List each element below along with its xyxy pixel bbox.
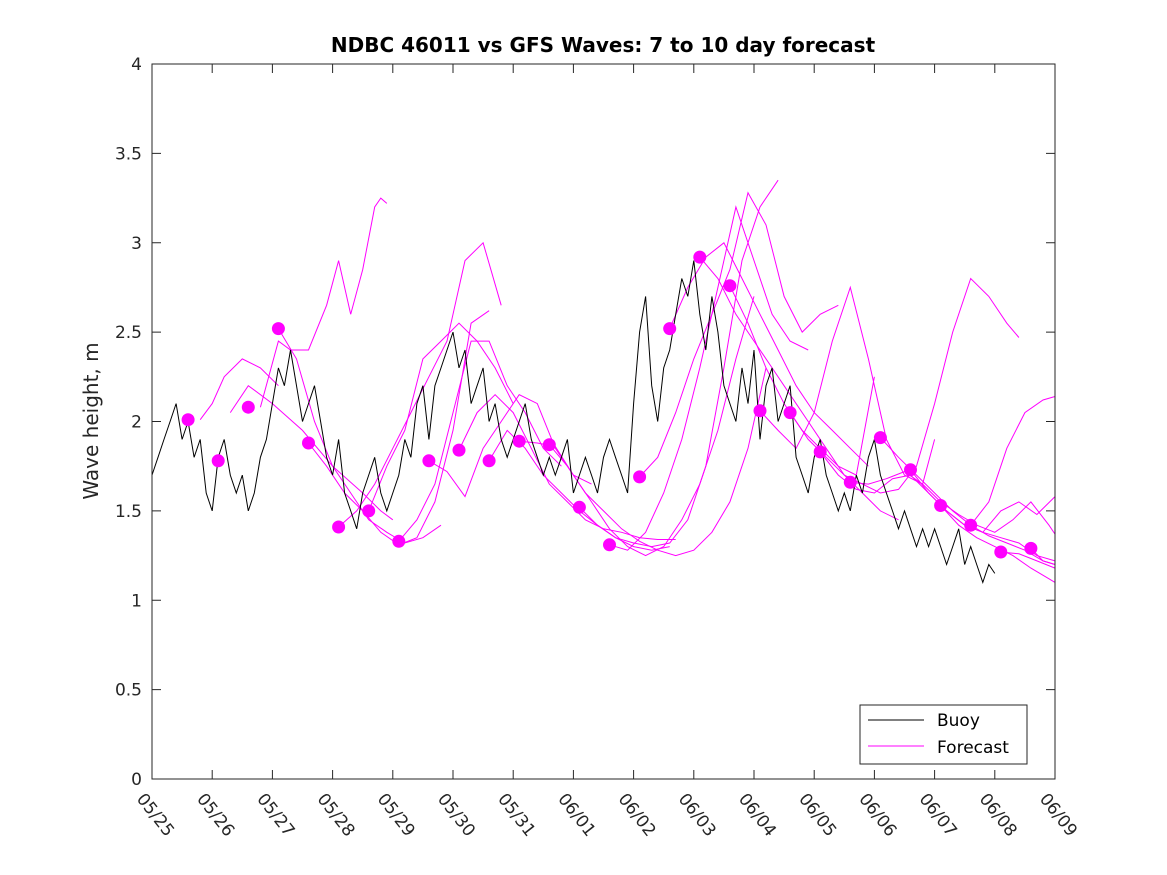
forecast-line-1 [199,358,279,420]
forecast-line-2 [229,384,394,521]
y-tick-label: 2 [131,413,142,433]
forecast-marker [603,538,616,552]
y-tick-label: 1 [131,591,142,611]
forecast-marker [211,454,225,468]
forecast-marker [934,499,948,512]
forecast-marker [633,470,647,484]
y-axis-label: Wave height, m [79,342,103,499]
chart-title: NDBC 46011 vs GFS Waves: 7 to 10 day for… [331,33,876,57]
forecast-marker [512,434,526,448]
forecast-marker [873,431,887,445]
forecast-line-7 [368,322,514,512]
forecast-marker [392,534,406,548]
forecast-line-28 [1000,551,1056,569]
y-tick-label: 2.5 [115,323,142,343]
forecast-markers [181,250,1038,559]
y-tick-label: 1.5 [115,502,142,522]
forecast-marker [1024,541,1038,555]
forecast-line-14 [579,179,779,548]
forecast-marker [302,436,315,450]
forecast-marker [813,445,827,459]
forecast-line-16 [639,191,839,478]
forecast-marker [362,504,376,518]
forecast-marker [843,475,857,489]
plot-area [151,63,1056,780]
forecast-marker [693,250,707,264]
forecast-line-13 [548,367,767,557]
forecast-marker [663,322,677,336]
y-axis: 0 0.5 1 1.5 2 2.5 3 3.5 4 [115,55,1055,790]
forecast-line-15 [609,205,809,551]
forecast-marker [241,400,255,414]
forecast-marker [181,413,195,427]
forecast-marker [332,520,346,534]
forecast-line-3 [259,197,388,408]
forecast-line-12 [519,296,755,557]
legend-forecast-label: Forecast [937,738,1009,758]
y-tick-label: 4 [131,55,142,75]
forecast-marker [783,406,797,420]
forecast-marker [482,454,496,468]
forecast-line-8 [398,340,562,542]
forecast-line-21 [789,277,1020,494]
legend: Buoy Forecast [859,704,1028,765]
axes-background [152,64,1055,779]
y-tick-label: 3.5 [115,144,142,164]
forecast-marker [572,500,586,514]
forecast-line-18 [699,256,899,521]
forecast-marker [904,463,917,477]
forecast-marker [271,322,285,336]
forecast-line-23 [850,471,1056,535]
forecast-line-20 [759,285,936,485]
forecast-marker [964,518,978,532]
forecast-marker [994,545,1008,559]
y-tick-label: 0 [131,770,142,790]
forecast-marker [452,443,466,457]
forecast-marker [422,454,436,468]
legend-box [859,704,1028,765]
forecast-marker [542,438,556,452]
forecast-marker [753,404,767,418]
legend-buoy-label: Buoy [937,711,980,731]
y-tick-label: 0.5 [115,681,142,701]
forecast-line-27 [970,396,1056,526]
forecast-marker [723,279,737,293]
y-tick-label: 3 [131,234,142,254]
